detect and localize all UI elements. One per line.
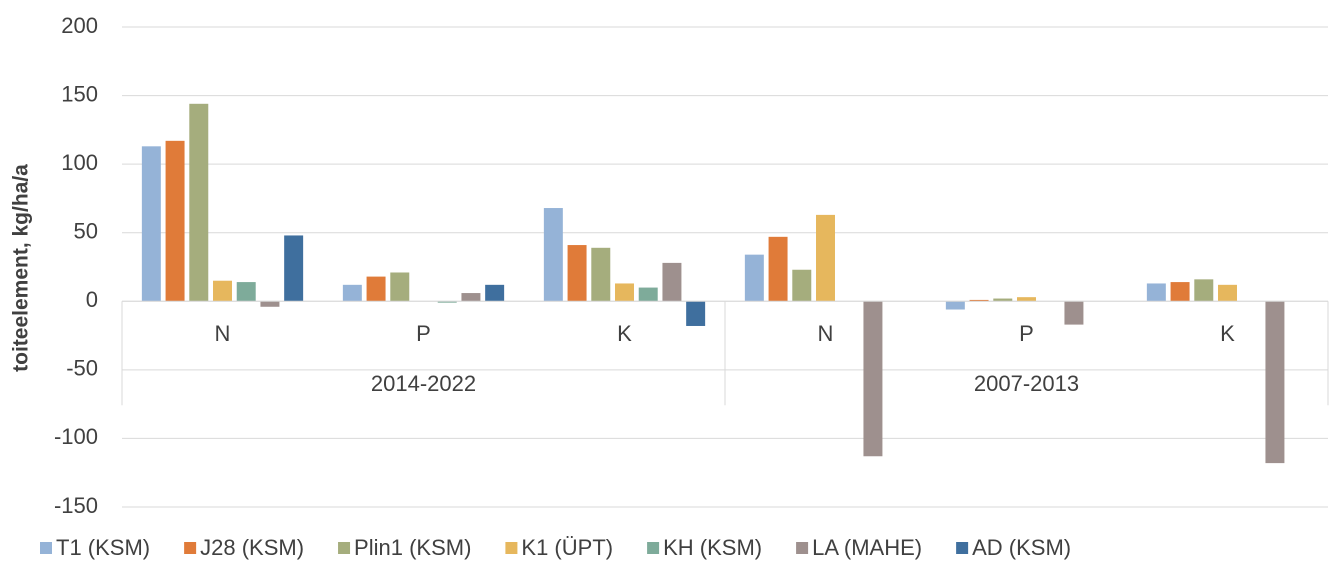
bar xyxy=(1064,301,1084,325)
bar xyxy=(744,254,764,302)
bar xyxy=(768,236,788,302)
bar xyxy=(591,247,611,302)
bar xyxy=(543,208,563,302)
legend-label: T1 (KSM) xyxy=(56,535,150,560)
bar xyxy=(189,103,209,302)
bar xyxy=(1017,297,1036,302)
y-tick-label: 150 xyxy=(61,81,98,106)
bar xyxy=(1218,284,1237,302)
y-tick-label: 100 xyxy=(61,150,98,175)
bar xyxy=(638,287,658,302)
legend-label: J28 (KSM) xyxy=(200,535,304,560)
legend-swatch xyxy=(796,542,809,554)
bar xyxy=(213,280,232,302)
legend-label: Plin1 (KSM) xyxy=(354,535,471,560)
bar xyxy=(342,284,362,302)
y-tick-label: 200 xyxy=(61,13,98,38)
x-tick-label: N xyxy=(215,321,231,346)
bar xyxy=(141,146,161,302)
y-tick-label: -100 xyxy=(54,424,98,449)
legend-swatch xyxy=(40,542,52,554)
bar xyxy=(390,272,410,302)
bar xyxy=(686,301,706,326)
bar xyxy=(485,284,505,302)
x-tick-label: K xyxy=(617,321,632,346)
bar xyxy=(284,235,304,302)
bar xyxy=(969,299,989,302)
y-tick-label: 0 xyxy=(86,287,98,312)
y-tick-label: -150 xyxy=(54,493,98,518)
bar xyxy=(993,298,1013,302)
x-tick-label: N xyxy=(818,321,834,346)
bar xyxy=(816,214,835,302)
bar xyxy=(1194,279,1214,302)
legend-swatch xyxy=(647,542,660,554)
legend-label: LA (MAHE) xyxy=(812,535,922,560)
legend-swatch xyxy=(956,542,969,554)
x-tick-label: K xyxy=(1220,321,1235,346)
group-label: 2014-2022 xyxy=(371,371,476,396)
bar xyxy=(366,276,386,302)
bar xyxy=(567,245,587,302)
y-tick-label: -50 xyxy=(66,356,98,381)
x-tick-label: P xyxy=(416,321,431,346)
bar xyxy=(1170,282,1190,302)
bar xyxy=(792,269,812,302)
legend-label: AD (KSM) xyxy=(972,535,1071,560)
bar xyxy=(165,140,185,302)
bar xyxy=(461,293,481,302)
legend-swatch xyxy=(505,542,518,554)
legend-label: K1 (ÜPT) xyxy=(521,535,613,560)
bar xyxy=(615,283,634,302)
bar xyxy=(1146,283,1166,302)
legend-swatch xyxy=(184,542,197,554)
bar xyxy=(236,282,256,302)
bar xyxy=(260,301,280,307)
bar xyxy=(437,301,457,303)
legend-label: KH (KSM) xyxy=(663,535,762,560)
bar xyxy=(662,262,682,302)
y-tick-label: 50 xyxy=(74,219,98,244)
bar xyxy=(863,301,883,457)
bar xyxy=(1265,301,1285,464)
x-tick-label: P xyxy=(1019,321,1034,346)
bar xyxy=(945,301,965,310)
legend-swatch xyxy=(338,542,351,554)
y-axis-title: toiteelement, kg/ha/a xyxy=(10,164,33,372)
group-label: 2007-2013 xyxy=(974,371,1079,396)
